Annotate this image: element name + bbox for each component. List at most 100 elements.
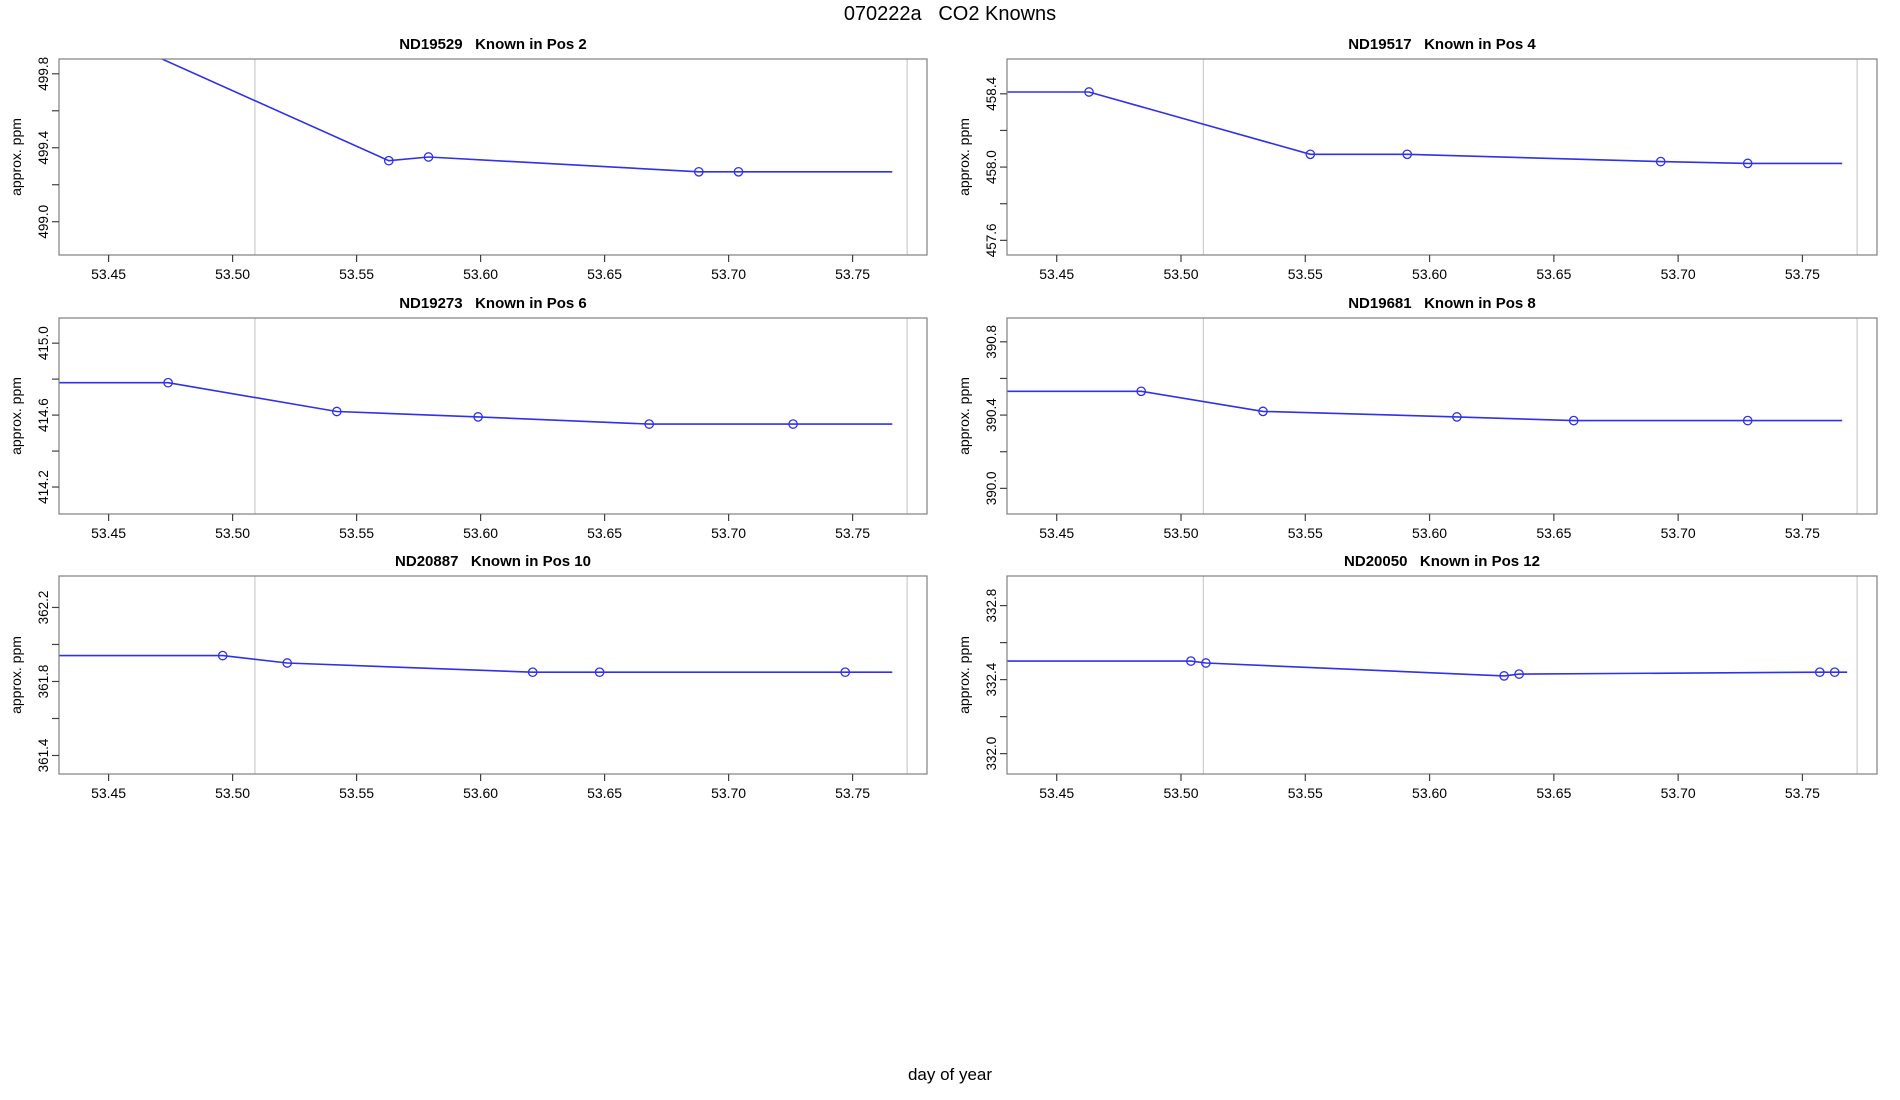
x-tick-label: 53.70 xyxy=(711,525,746,541)
plot-frame xyxy=(1006,317,1878,515)
data-line xyxy=(59,381,893,425)
x-tick-label: 53.70 xyxy=(1661,266,1696,282)
y-axis-label: approx. ppm xyxy=(8,377,24,455)
data-point xyxy=(1829,667,1840,678)
x-tick-label: 53.55 xyxy=(339,525,374,541)
y-tick-label: 332.4 xyxy=(984,662,999,696)
y-tick-label: 414.6 xyxy=(36,398,51,432)
y-axis-label: approx. ppm xyxy=(956,377,972,455)
data-point xyxy=(1499,671,1509,681)
data-line xyxy=(160,59,893,173)
x-tick-label: 53.65 xyxy=(587,525,622,541)
x-tick-label: 53.45 xyxy=(91,266,126,282)
data-point xyxy=(733,166,744,177)
data-point xyxy=(473,412,483,422)
data-point xyxy=(423,152,434,162)
data-point xyxy=(217,650,228,661)
y-tick-label: 332.8 xyxy=(984,589,999,623)
x-tick-label: 53.55 xyxy=(1288,266,1323,282)
plot-frame xyxy=(58,58,928,256)
y-tick-label: 361.4 xyxy=(36,738,51,772)
x-tick-label: 53.50 xyxy=(215,785,250,801)
x-tick-label: 53.45 xyxy=(1039,525,1074,541)
x-tick-label: 53.50 xyxy=(1163,525,1198,541)
data-point xyxy=(840,667,851,678)
x-tick-label: 53.75 xyxy=(835,785,870,801)
y-tick-label: 458.0 xyxy=(984,150,999,184)
plot-frame xyxy=(1006,575,1878,775)
data-line xyxy=(1007,660,1848,677)
y-axis-label: approx. ppm xyxy=(956,118,972,196)
x-tick-label: 53.55 xyxy=(1288,525,1323,541)
data-point xyxy=(594,667,605,678)
y-tick-label: 499.0 xyxy=(36,205,51,239)
y-tick-label: 415.0 xyxy=(36,326,51,360)
x-tick-label: 53.70 xyxy=(711,266,746,282)
plot-frame xyxy=(1006,58,1878,256)
x-tick-label: 53.45 xyxy=(91,525,126,541)
panel-title: ND20887 Known in Pos 10 xyxy=(395,553,591,570)
x-tick-label: 53.60 xyxy=(463,266,498,282)
x-tick-label: 53.60 xyxy=(463,785,498,801)
data-point xyxy=(1084,87,1094,97)
x-tick-label: 53.45 xyxy=(91,785,126,801)
panel-title: ND19517 Known in Pos 4 xyxy=(1348,36,1536,53)
data-point xyxy=(163,377,173,388)
data-point xyxy=(1514,669,1524,679)
x-tick-label: 53.50 xyxy=(215,266,250,282)
data-point xyxy=(1452,412,1462,422)
x-tick-label: 53.50 xyxy=(215,525,250,541)
y-tick-label: 499.4 xyxy=(36,130,51,164)
x-tick-label: 53.45 xyxy=(1039,266,1074,282)
data-line xyxy=(1007,91,1843,165)
data-point xyxy=(1742,415,1753,426)
data-point xyxy=(644,419,655,429)
x-tick-label: 53.55 xyxy=(339,785,374,801)
y-axis-label: approx. ppm xyxy=(8,636,24,714)
x-tick-label: 53.60 xyxy=(463,525,498,541)
data-line xyxy=(59,654,893,674)
data-line xyxy=(1007,390,1843,422)
x-tick-label: 53.60 xyxy=(1412,266,1447,282)
data-point xyxy=(1742,158,1753,169)
x-tick-label: 53.65 xyxy=(587,266,622,282)
x-tick-label: 53.70 xyxy=(1661,525,1696,541)
panel-title: ND19681 Known in Pos 8 xyxy=(1348,295,1536,312)
x-tick-label: 53.50 xyxy=(1163,266,1198,282)
data-point xyxy=(1136,386,1147,397)
data-point xyxy=(1201,658,1211,668)
x-tick-label: 53.55 xyxy=(1288,785,1323,801)
x-tick-label: 53.75 xyxy=(1785,266,1820,282)
panel-title: ND19529 Known in Pos 2 xyxy=(399,36,587,53)
data-point xyxy=(1186,656,1196,666)
x-tick-label: 53.65 xyxy=(1536,266,1571,282)
x-tick-label: 53.75 xyxy=(835,525,870,541)
x-tick-label: 53.65 xyxy=(587,785,622,801)
panel-ND19517: ND19517 Known in Pos 4 53.45 53.50 53.55 53.… xyxy=(956,36,1878,282)
y-tick-label: 362.2 xyxy=(36,591,51,625)
data-point xyxy=(282,658,293,668)
panel-ND19273: ND19273 Known in Pos 6 53.45 53.50 53.55 53.… xyxy=(8,295,928,541)
x-tick-label: 53.70 xyxy=(1661,785,1696,801)
panel-ND20050: ND20050 Known in Pos 12 53.45 53.50 53.55 53… xyxy=(956,553,1878,801)
data-point xyxy=(331,406,342,417)
panel-ND19681: ND19681 Known in Pos 8 53.45 53.50 53.55 53.… xyxy=(956,295,1878,541)
y-tick-label: 390.4 xyxy=(984,398,999,432)
panel-title: ND20050 Known in Pos 12 xyxy=(1344,553,1540,570)
x-tick-label: 53.75 xyxy=(1785,785,1820,801)
x-tick-label: 53.50 xyxy=(1163,785,1198,801)
y-tick-label: 361.8 xyxy=(36,665,51,699)
data-point xyxy=(527,667,538,678)
y-tick-label: 390.8 xyxy=(984,325,999,359)
data-point xyxy=(1258,406,1268,417)
x-tick-label: 53.65 xyxy=(1536,525,1571,541)
x-tick-label: 53.75 xyxy=(1785,525,1820,541)
panel-ND19529: ND19529 Known in Pos 2 53.45 53.50 53.55 53.… xyxy=(8,36,928,282)
panel-ND20887: ND20887 Known in Pos 10 53.45 53.50 53.55 53… xyxy=(8,553,928,801)
x-tick-label: 53.60 xyxy=(1412,525,1447,541)
data-point xyxy=(1814,667,1825,678)
y-tick-label: 414.2 xyxy=(36,470,51,504)
x-tick-label: 53.75 xyxy=(835,266,870,282)
